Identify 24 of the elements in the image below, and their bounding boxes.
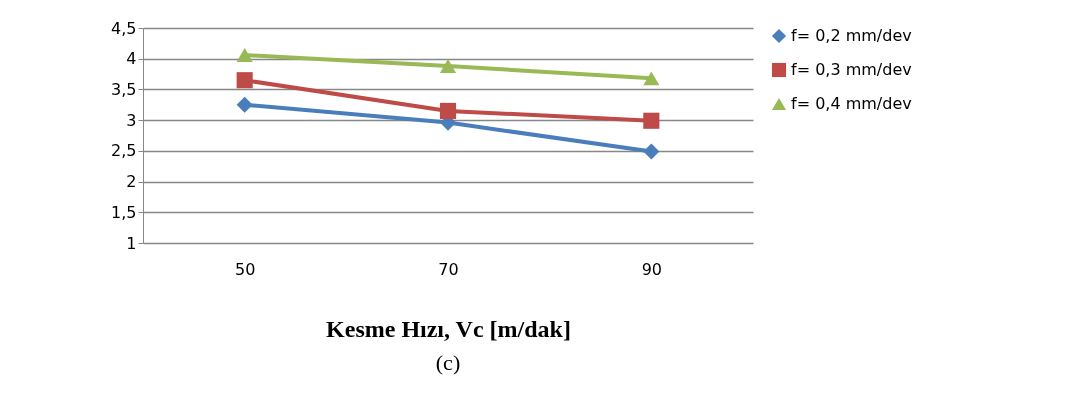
x-tick-label: 70 <box>438 259 459 279</box>
point <box>643 71 660 86</box>
text: (c) <box>435 350 461 375</box>
y-tick-label: 1,5 <box>111 202 137 222</box>
legend-label: f= 0,2 mm/dev <box>791 26 912 45</box>
y-tick-label: 4 <box>126 49 137 69</box>
y-tick-label: 1 <box>126 233 137 253</box>
point <box>236 48 253 63</box>
y-tick-label: 4,5 <box>111 18 137 38</box>
x-tick-label: 90 <box>641 259 663 279</box>
x-axis-title: Kesme Hızı, Vc [m/dak] <box>326 315 571 342</box>
point <box>439 102 457 119</box>
y-tick-label: 2,5 <box>111 141 137 161</box>
x-tick-label: 50 <box>234 259 256 279</box>
point <box>236 72 253 89</box>
y-tick-label: 3 <box>126 110 137 130</box>
legend-label: f= 0,3 mm/dev <box>791 60 912 79</box>
point <box>643 143 660 160</box>
y-tick-label: 2 <box>126 172 137 192</box>
legend-label: f= 0,4 mm/dev <box>791 94 912 113</box>
y-tick-label: 3,5 <box>111 79 137 99</box>
point <box>643 112 660 129</box>
point <box>439 59 457 74</box>
point <box>236 96 253 113</box>
